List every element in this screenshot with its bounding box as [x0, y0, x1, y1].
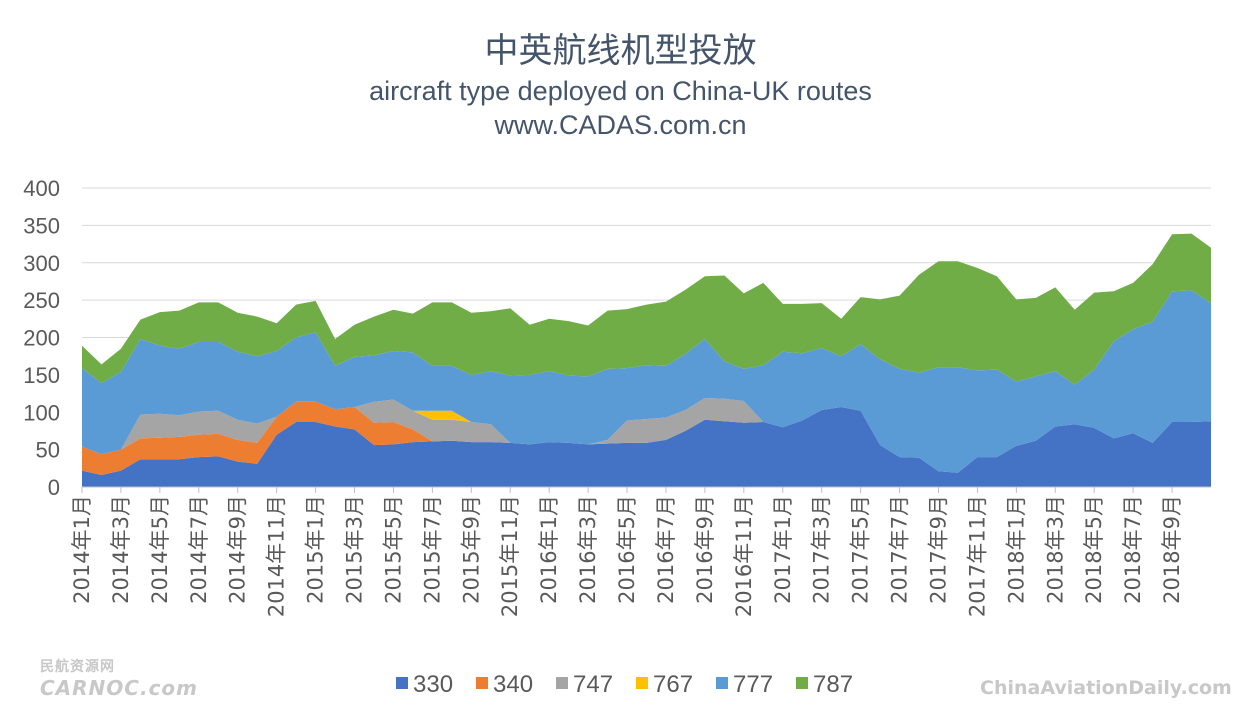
x-tick-label: 2016年9月	[693, 495, 717, 604]
x-tick-label: 2015年9月	[459, 495, 483, 604]
chart-source: www.CADAS.com.cn	[494, 110, 747, 140]
x-tick-label: 2017年11月	[965, 495, 989, 617]
x-tick-label: 2017年9月	[927, 495, 951, 604]
x-tick-label: 2014年9月	[226, 495, 250, 604]
x-tick-label: 2015年7月	[420, 495, 444, 604]
x-tick-label: 2014年5月	[148, 495, 172, 604]
x-tick-label: 2016年11月	[732, 495, 756, 617]
y-tick-label: 150	[23, 363, 60, 388]
x-tick-label: 2017年7月	[888, 495, 912, 604]
legend-label-787: 787	[813, 671, 853, 698]
title-block: 中英航线机型投放 aircraft type deployed on China…	[0, 28, 1241, 142]
x-tick-label: 2017年1月	[771, 495, 795, 604]
chart-title: 中英航线机型投放	[484, 31, 757, 71]
y-tick-label: 0	[48, 475, 60, 500]
y-tick-label: 300	[23, 251, 60, 276]
legend-label-330: 330	[413, 671, 453, 698]
area-series-787	[82, 233, 1211, 385]
area-series-747	[82, 398, 1211, 473]
x-tick-label: 2018年9月	[1160, 495, 1184, 604]
legend-swatch-767	[636, 677, 648, 689]
x-tick-label: 2015年1月	[304, 495, 328, 604]
legend-swatch-340	[476, 677, 488, 689]
x-tick-label: 2015年3月	[343, 495, 367, 604]
x-tick-label: 2016年5月	[615, 495, 639, 604]
x-tick-label: 2014年11月	[265, 495, 289, 617]
y-tick-label: 50	[36, 438, 60, 463]
legend-label-340: 340	[493, 671, 533, 698]
area-series-340	[82, 401, 1211, 475]
legend-swatch-787	[796, 677, 808, 689]
x-tick-label: 2018年7月	[1121, 495, 1145, 604]
x-tick-label: 2018年5月	[1082, 495, 1106, 604]
legend-swatch-330	[396, 677, 408, 689]
x-tick-label: 2018年1月	[1004, 495, 1028, 604]
x-tick-label: 2017年5月	[849, 495, 873, 604]
x-tick-label: 2014年7月	[187, 495, 211, 604]
x-tick-label: 2014年1月	[70, 495, 94, 604]
legend-swatch-777	[716, 677, 728, 689]
watermark-carnoc-cn: 民航资源网	[40, 659, 115, 675]
y-tick-label: 350	[23, 213, 60, 238]
legend-label-747: 747	[573, 671, 613, 698]
x-tick-label: 2015年5月	[381, 495, 405, 604]
x-tick-label: 2015年11月	[498, 495, 522, 617]
y-tick-label: 200	[23, 326, 60, 351]
area-series-777	[82, 290, 1211, 473]
watermark-chinaaviationdaily: ChinaAviationDaily.com	[980, 677, 1232, 699]
y-tick-label: 250	[23, 288, 60, 313]
x-tick-label: 2014年3月	[109, 495, 133, 604]
y-tick-label: 100	[23, 400, 60, 425]
x-tick-label: 2016年3月	[576, 495, 600, 604]
y-tick-label: 400	[23, 176, 60, 201]
x-tick-label: 2018年3月	[1043, 495, 1067, 604]
x-tick-label: 2017年3月	[810, 495, 834, 604]
x-tick-label: 2016年1月	[537, 495, 561, 604]
legend-label-777: 777	[733, 671, 773, 698]
legend-swatch-747	[556, 677, 568, 689]
area-series-330	[82, 407, 1211, 487]
watermark-carnoc: CARNOC.com	[40, 676, 199, 700]
legend-label-767: 767	[653, 671, 693, 698]
x-tick-label: 2016年7月	[654, 495, 678, 604]
chart-subtitle: aircraft type deployed on China-UK route…	[369, 76, 872, 106]
